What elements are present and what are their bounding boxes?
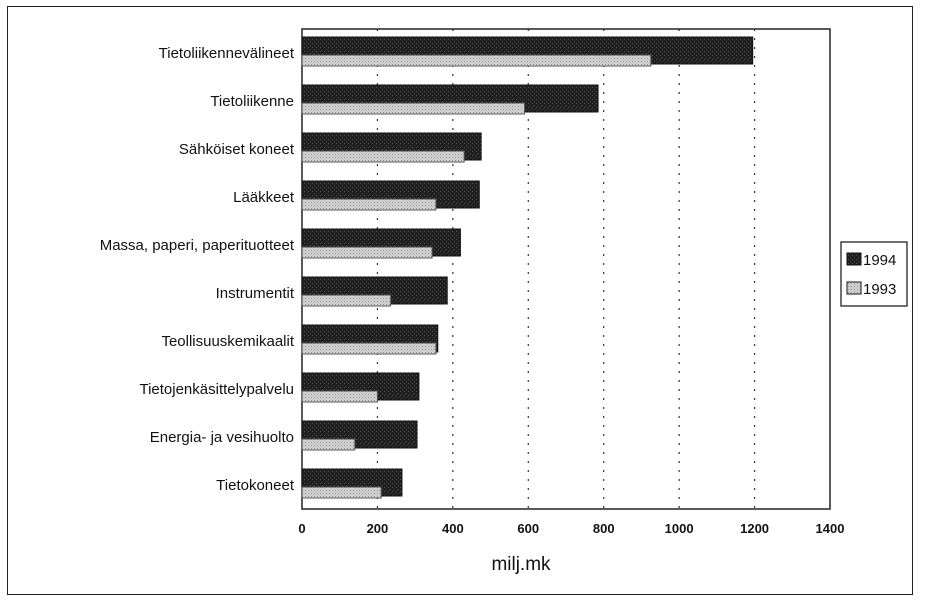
category-label: Lääkkeet [233,189,295,206]
bar-1993 [301,54,652,67]
bar-1993 [301,198,437,211]
plot-frame [301,28,831,510]
x-tick-label: 600 [517,521,539,536]
x-axis-title: milj.mk [491,554,551,575]
x-tick-label: 1000 [665,521,694,536]
bar-1993 [301,246,433,259]
category-label: Tietokoneet [216,477,295,494]
x-tick-label: 400 [442,521,464,536]
chart-figure: Tietoliikennevälineet Tietoliikenne Sähköi… [7,6,913,595]
category-label: Teollisuuskemikaalit [161,333,294,350]
bar-1993 [301,294,392,307]
legend-swatch-1993 [846,281,862,295]
bar-1993 [301,486,382,499]
category-label: Sähköiset koneet [179,141,295,158]
category-label: Tietoliikenne [210,93,294,110]
legend-swatch-1994 [846,252,862,266]
legend: 1994 1993 [840,241,908,307]
x-tick-label: 1400 [816,521,845,536]
x-tick-label: 800 [593,521,615,536]
x-tick-label: 0 [298,521,305,536]
category-label: Tietoliikennevälineet [159,45,295,62]
bar-1993 [301,150,465,163]
legend-label-1994: 1994 [863,252,896,269]
bar-1993 [301,342,437,355]
category-labels: Tietoliikennevälineet Tietoliikenne Sähköi… [100,45,295,494]
x-tick-labels: 0 200 400 600 800 1000 1200 1400 [298,521,844,536]
category-label: Tietojenkäsittelypalvelu [139,381,294,398]
x-tick-label: 200 [367,521,389,536]
x-tick-label: 1200 [740,521,769,536]
plot-area [301,28,831,510]
category-label: Instrumentit [216,285,295,302]
category-label: Energia- ja vesihuolto [150,429,294,446]
bars [301,36,754,499]
bar-chart: Tietoliikennevälineet Tietoliikenne Sähköi… [100,28,908,575]
legend-label-1993: 1993 [863,281,896,298]
bar-1993 [301,102,526,115]
bar-1993 [301,390,378,403]
category-label: Massa, paperi, paperituotteet [100,237,295,254]
bar-1993 [301,438,356,451]
